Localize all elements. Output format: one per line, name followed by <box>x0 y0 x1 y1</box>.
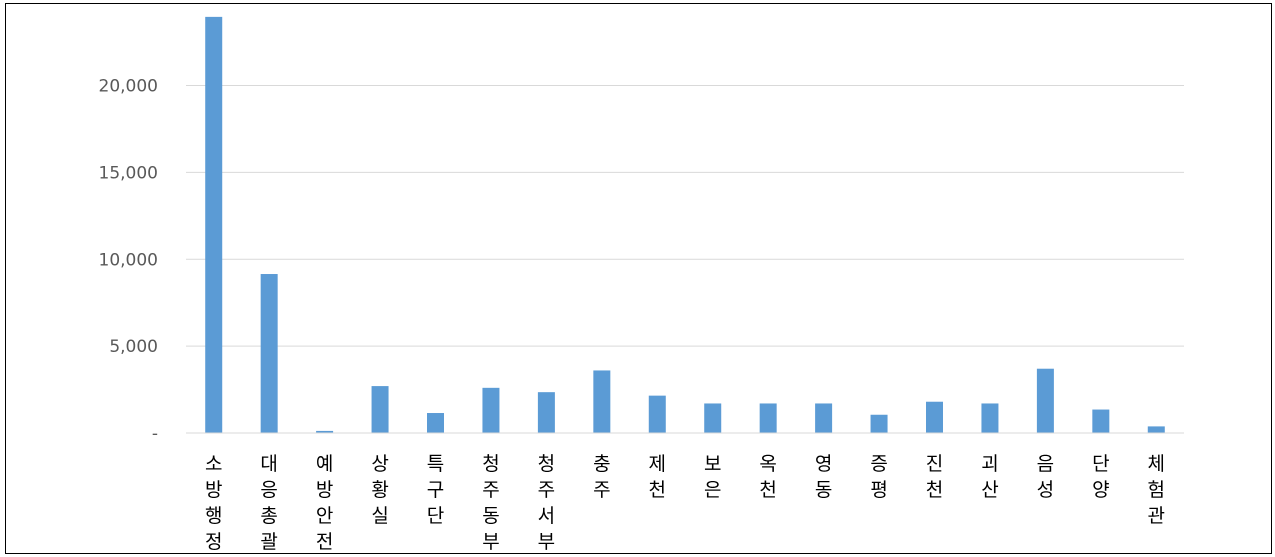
y-tick-label: 5,000 <box>109 337 158 357</box>
bar <box>981 403 999 433</box>
x-axis-labels: 소 방 행 정 대 응 총 괄 예 방 안 전 상 황 실 특 구 단 청 주 동 부 청 주 서 부 충 주 제 천 보 은 옥 천 영 동 증 평 진 천… <box>205 453 1165 553</box>
bar <box>926 401 943 433</box>
bar <box>205 16 223 434</box>
y-tick-label: 10,000 <box>99 250 158 270</box>
bar <box>870 414 888 433</box>
y-tick-label: 15,000 <box>99 163 158 183</box>
bar <box>482 387 500 433</box>
y-tick-label: - <box>152 424 158 444</box>
y-axis-ticks: - 5,000 10,000 15,000 20,000 <box>99 77 158 445</box>
bar <box>815 403 833 433</box>
grid-lines <box>186 85 1184 347</box>
bar <box>759 403 777 433</box>
bar <box>648 395 666 433</box>
bar <box>1147 426 1165 433</box>
bar <box>1092 409 1110 433</box>
bar <box>316 430 334 433</box>
bar <box>704 403 722 433</box>
bar <box>537 392 555 433</box>
bar <box>260 274 278 433</box>
bar <box>593 370 611 433</box>
bar <box>1036 368 1054 433</box>
bars <box>205 16 1165 434</box>
y-tick-label: 20,000 <box>99 77 158 97</box>
bar <box>371 386 389 433</box>
bar <box>427 413 444 433</box>
